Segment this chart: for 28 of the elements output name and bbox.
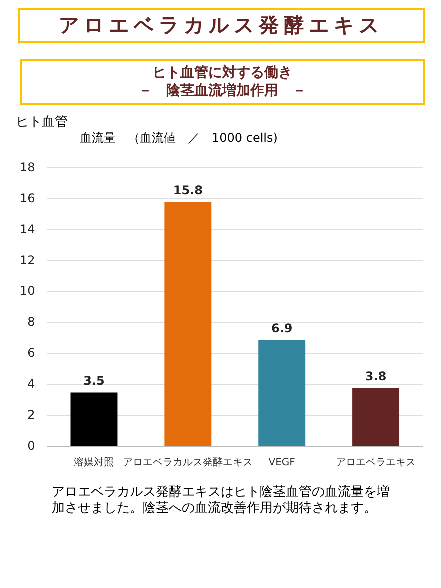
chart-subtitle: ヒト血管に対する働き <box>152 64 294 82</box>
y-axis-title: ヒト血管 <box>16 114 68 132</box>
data-label: 15.8 <box>173 184 203 198</box>
y-tick-label: 0 <box>28 440 36 454</box>
data-label: 3.8 <box>365 370 387 384</box>
y-tick-label: 6 <box>28 346 36 361</box>
bar <box>70 393 118 447</box>
text: 血流量 （血流値 ／ 1000 cells) <box>80 130 278 148</box>
data-label: 6.9 <box>271 322 293 336</box>
data-label: 3.5 <box>84 374 105 388</box>
x-tick-label: 溶媒対照 <box>74 456 114 469</box>
y-tick-label: 16 <box>20 192 36 206</box>
bar <box>164 202 212 447</box>
y-tick-label: 10 <box>20 284 36 299</box>
text: アロエベラカルス発酵エキスはヒト陰茎血管の血流量を増加させました。陰茎への血流改善作用が期待されます。 <box>52 485 391 517</box>
y-tick-label: 4 <box>28 378 36 392</box>
chart-title: アロエベラカルス発酵エキス <box>18 8 425 43</box>
y-tick-label: 14 <box>20 222 36 237</box>
x-tick-label: アロエベラエキス <box>336 458 416 469</box>
bar <box>352 388 400 447</box>
x-tick-label: アロエベラカルス発酵エキス <box>123 456 254 469</box>
bar <box>258 340 306 447</box>
y-tick-label: 18 <box>20 160 36 175</box>
text: － 陰茎血流増加作用 － <box>138 82 308 100</box>
y-tick-label: 8 <box>28 316 36 330</box>
y-tick-label: 12 <box>20 254 36 268</box>
x-tick-label: VEGF <box>268 458 296 469</box>
y-tick-label: 2 <box>28 408 36 423</box>
